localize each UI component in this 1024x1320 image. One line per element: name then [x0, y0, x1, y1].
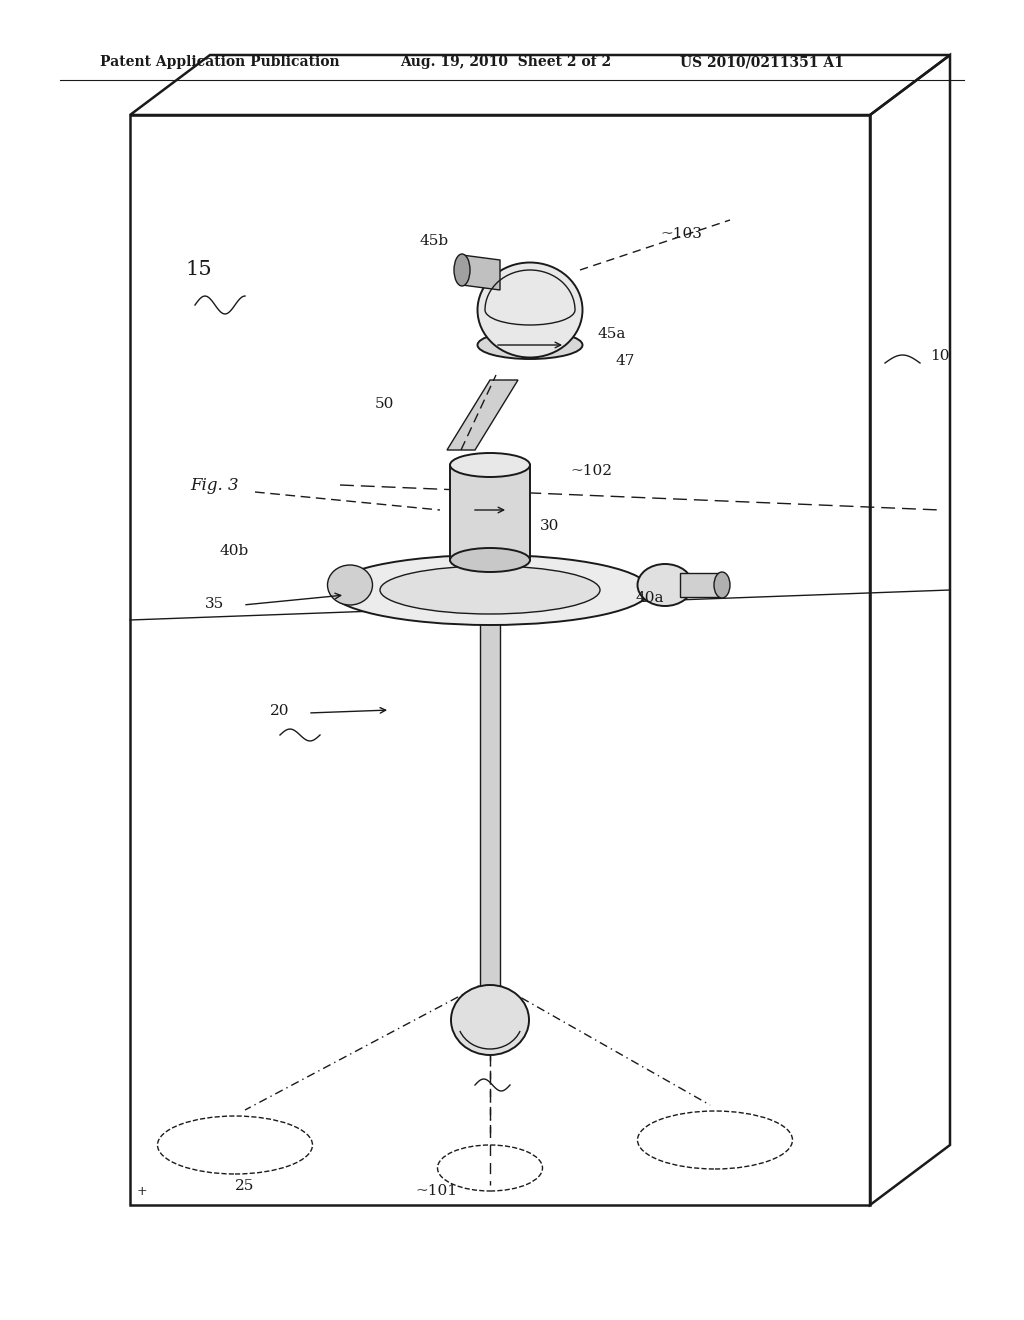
Bar: [450, 465, 530, 560]
Text: 10: 10: [930, 348, 949, 363]
Text: 25: 25: [234, 1179, 254, 1193]
Ellipse shape: [714, 572, 730, 598]
Text: 45b: 45b: [420, 234, 450, 248]
Text: US 2010/0211351 A1: US 2010/0211351 A1: [680, 55, 844, 69]
Ellipse shape: [450, 548, 530, 572]
Ellipse shape: [450, 453, 530, 477]
Ellipse shape: [328, 565, 373, 605]
Ellipse shape: [477, 263, 583, 358]
Text: 40a: 40a: [635, 591, 664, 605]
Bar: [480, 615, 500, 1001]
Ellipse shape: [477, 331, 583, 359]
Text: 40b: 40b: [220, 544, 249, 558]
Text: ~102: ~102: [570, 465, 612, 478]
Text: 50: 50: [375, 397, 394, 411]
Ellipse shape: [638, 564, 692, 606]
Text: Patent Application Publication: Patent Application Publication: [100, 55, 340, 69]
Ellipse shape: [330, 554, 650, 624]
Text: 15: 15: [185, 260, 212, 279]
Polygon shape: [447, 380, 518, 450]
Polygon shape: [462, 255, 500, 290]
Text: ~101: ~101: [415, 1184, 457, 1199]
Text: ~103: ~103: [660, 227, 701, 242]
Text: Aug. 19, 2010  Sheet 2 of 2: Aug. 19, 2010 Sheet 2 of 2: [400, 55, 611, 69]
Text: 45a: 45a: [598, 327, 627, 341]
Text: 47: 47: [615, 354, 635, 368]
Ellipse shape: [380, 566, 600, 614]
Text: 35: 35: [205, 597, 224, 611]
Text: 30: 30: [540, 519, 559, 533]
Bar: [680, 573, 722, 597]
Text: Fig. 3: Fig. 3: [190, 477, 239, 494]
Text: 20: 20: [270, 704, 290, 718]
Ellipse shape: [454, 253, 470, 286]
Ellipse shape: [451, 985, 529, 1055]
Text: +: +: [137, 1185, 147, 1199]
